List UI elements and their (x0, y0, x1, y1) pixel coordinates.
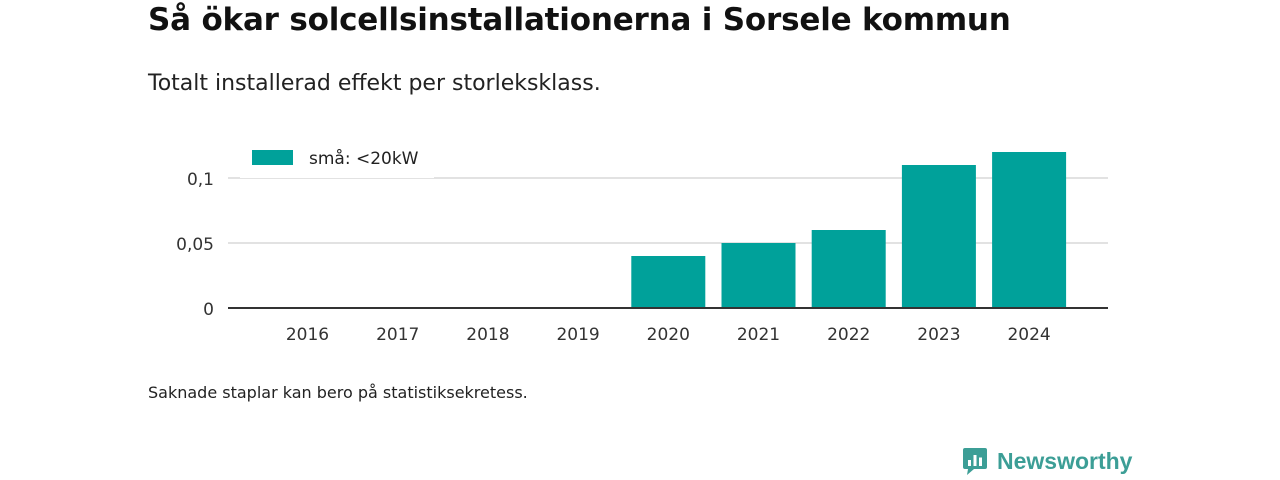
bar (721, 243, 796, 308)
bar (811, 230, 886, 308)
x-tick-label: 2016 (286, 325, 329, 345)
y-tick-label: 0,05 (176, 235, 214, 255)
y-tick-label: 0,1 (187, 170, 214, 190)
footnote: Saknade staplar kan bero på statistiksek… (148, 383, 528, 402)
x-tick-label: 2018 (466, 325, 509, 345)
bar (992, 152, 1067, 308)
bar (901, 165, 976, 308)
x-tick-label: 2021 (737, 325, 780, 345)
x-tick-label: 2020 (647, 325, 690, 345)
bar (631, 256, 706, 308)
chart-title: Så ökar solcellsinstallationerna i Sorse… (148, 2, 1011, 38)
brand-name: Newsworthy (997, 447, 1133, 474)
x-tick-label: 2019 (556, 325, 599, 345)
legend-swatch (252, 150, 293, 165)
y-tick-label: 0 (203, 300, 214, 320)
legend-label: små: <20kW (309, 148, 419, 169)
chart-subtitle: Totalt installerad effekt per storlekskl… (148, 71, 601, 96)
newsworthy-logo[interactable]: Newsworthy (962, 446, 1132, 476)
x-tick-label: 2017 (376, 325, 419, 345)
bar-chart-icon (963, 448, 987, 475)
x-tick-label: 2024 (1007, 325, 1050, 345)
x-tick-label: 2022 (827, 325, 870, 345)
x-tick-label: 2023 (917, 325, 960, 345)
